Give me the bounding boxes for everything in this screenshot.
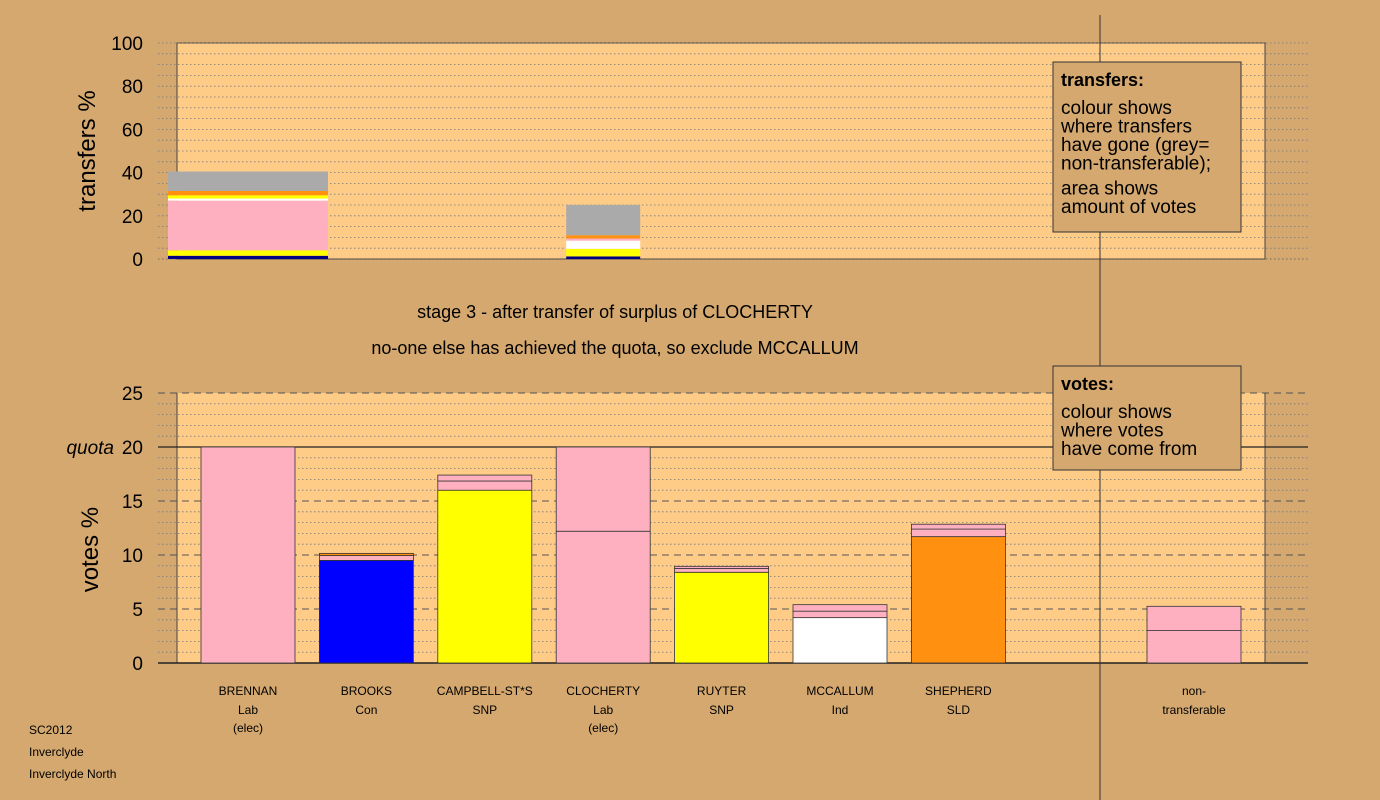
footer-council: Inverclyde: [29, 745, 84, 759]
vote-bar-segment: [792, 617, 888, 664]
votes-ytick-label: 5: [132, 600, 143, 621]
vote-bar-segment: [318, 552, 414, 556]
candidate-party: SNP: [709, 703, 734, 717]
candidate-party: Lab: [238, 703, 258, 717]
transfers-ytick-label: 100: [111, 34, 143, 55]
legend-votes-box: [1052, 365, 1242, 471]
candidate-party: Lab: [593, 703, 613, 717]
candidate-note: (elec): [588, 721, 618, 735]
transfer-segment: [168, 190, 328, 196]
vote-bar-segment: [911, 528, 1006, 538]
votes-ylabel: votes %: [77, 507, 104, 592]
vote-bar-segment: [674, 571, 769, 664]
candidate-note: (elec): [233, 721, 263, 735]
vote-bar-segment: [437, 480, 533, 491]
transfer-segment: [168, 198, 328, 201]
vote-bar-segment: [318, 560, 414, 664]
legend-votes-line: colour shows: [1061, 402, 1172, 423]
candidate-party: SLD: [947, 703, 971, 717]
footer-election: SC2012: [29, 723, 73, 737]
transfer-segment: [168, 195, 328, 199]
transfer-segment: [566, 240, 641, 249]
votes-ytick-label: 25: [122, 384, 143, 405]
vote-bar-segment: [792, 610, 888, 619]
votes-ytick-label: 15: [122, 492, 143, 513]
vote-bar-segment: [674, 568, 769, 573]
legend-votes-line: where votes: [1060, 421, 1163, 442]
transfers-ytick-label: 0: [132, 250, 143, 271]
transfer-segment: [566, 205, 641, 236]
candidate-party: SNP: [472, 703, 497, 717]
votes-ytick-label: 10: [122, 546, 143, 567]
transfer-segment: [168, 255, 328, 259]
candidate-name: SHEPHERD: [925, 684, 992, 698]
transfers-ytick-label: 20: [122, 207, 143, 228]
legend-transfers-line: area shows: [1061, 179, 1158, 200]
transfer-segment: [566, 248, 641, 257]
transfer-segment: [566, 256, 641, 259]
vote-bar-segment: [555, 530, 651, 664]
nontransferable-bar-segment: [1146, 630, 1242, 664]
legend-transfers-title: transfers:: [1061, 70, 1144, 90]
transfers-ylabel: transfers %: [74, 90, 101, 211]
candidate-name: RUYTER: [697, 684, 747, 698]
legend-votes-title: votes:: [1061, 374, 1114, 394]
transfer-segment: [168, 200, 328, 251]
candidate-name: BRENNAN: [219, 684, 278, 698]
vote-bar-segment: [437, 474, 533, 482]
legend-transfers-box: [1052, 61, 1242, 233]
vote-bar-segment: [911, 523, 1006, 530]
vote-bar-segment: [911, 536, 1006, 664]
candidate-name: BROOKS: [341, 684, 392, 698]
nontransferable-bar-segment: [1146, 605, 1242, 631]
vote-bar-segment: [437, 489, 533, 664]
transfer-segment: [168, 171, 328, 191]
candidate-party: Ind: [832, 703, 849, 717]
transfer-segment: [168, 250, 328, 256]
vote-bar-segment: [792, 604, 888, 612]
votes-ytick-label: 0: [132, 654, 143, 675]
transfers-ytick-label: 80: [122, 77, 143, 98]
candidate-name: CLOCHERTY: [566, 684, 640, 698]
legend-transfers-line: where transfers: [1060, 117, 1192, 138]
votes-ytick-label: 20: [122, 438, 143, 459]
legend-transfers-line: have gone (grey=: [1061, 135, 1209, 156]
nontransferable-label: non-: [1182, 684, 1206, 698]
transfer-segment: [566, 238, 641, 241]
transfer-segment: [566, 235, 641, 239]
vote-bar-segment: [674, 565, 769, 569]
legend-transfers-line: amount of votes: [1061, 197, 1196, 218]
stage-caption-line2: no-one else has achieved the quota, so e…: [371, 338, 858, 358]
nontransferable-label: transferable: [1162, 703, 1226, 717]
vote-bar-segment: [200, 446, 296, 664]
legend-transfers-line: non-transferable);: [1061, 154, 1211, 175]
footer-ward: Inverclyde North: [29, 767, 116, 781]
stage-caption-line1: stage 3 - after transfer of surplus of C…: [417, 302, 813, 322]
transfers-ytick-label: 60: [122, 120, 143, 141]
legend-votes-line: have come from: [1061, 439, 1197, 460]
vote-bar-segment: [555, 446, 651, 532]
candidate-name: MCCALLUM: [806, 684, 873, 698]
candidate-party: Con: [355, 703, 377, 717]
candidate-name: CAMPBELL-ST*S: [437, 684, 533, 698]
vote-bar-segment: [318, 555, 414, 561]
quota-label: quota: [66, 438, 114, 459]
transfers-ytick-label: 40: [122, 164, 143, 185]
legend-transfers-line: colour shows: [1061, 98, 1172, 119]
